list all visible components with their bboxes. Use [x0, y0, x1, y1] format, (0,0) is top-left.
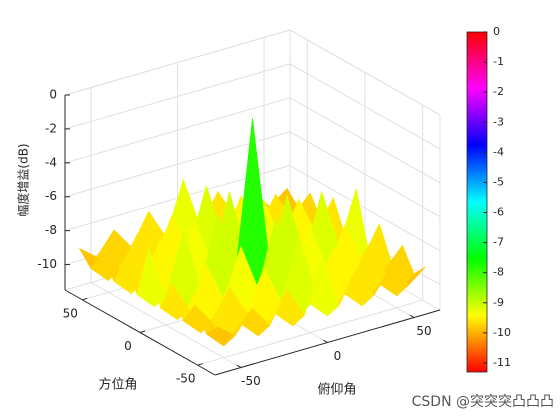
colorbar-tick-label: -7 [493, 236, 504, 249]
colorbar-tick-label: -11 [493, 356, 511, 369]
x-axis-label: 俯仰角 [317, 382, 356, 398]
grid-line [197, 299, 423, 366]
x-tick [409, 314, 415, 318]
surface-patch [205, 326, 236, 347]
z-axis-label: 幅度增益(dB) [16, 143, 31, 216]
x-tick-label: 0 [334, 349, 342, 363]
colorbar-tick-label: -8 [493, 266, 504, 279]
colorbar [466, 31, 488, 373]
y-tick [139, 330, 146, 333]
y-tick-label: 0 [124, 339, 132, 353]
watermark: CSDN @突突突凸凸凸 [412, 394, 554, 410]
y-axis-label: 方位角 [98, 377, 137, 393]
x-tick [323, 339, 328, 343]
z-tick-label: -8 [45, 223, 57, 237]
y-tick [82, 297, 88, 301]
y-tick-label: 50 [63, 306, 78, 320]
colorbar-tick-label: -10 [493, 326, 511, 339]
colorbar-tick-label: -5 [493, 175, 504, 188]
colorbar-tick-label: -1 [493, 55, 504, 68]
colorbar-tick-label: -3 [493, 115, 504, 128]
colorbar-tick-label: -9 [493, 296, 504, 309]
z-tick-label: -2 [45, 121, 57, 135]
colorbar-tick-label: -2 [493, 85, 504, 98]
x-tick [236, 364, 242, 368]
x-tick-label: -50 [241, 374, 261, 388]
z-tick-label: 0 [49, 88, 57, 102]
colorbar-tick-label: -6 [493, 206, 504, 219]
z-tick-label: -10 [37, 257, 57, 271]
z-tick-label: -6 [45, 189, 57, 203]
colorbar-tick-label: 0 [493, 25, 500, 38]
colorbar-tick-label: -4 [493, 145, 504, 158]
y-tick [197, 363, 203, 366]
y-tick-label: -50 [176, 372, 196, 386]
x-tick-label: 50 [416, 324, 431, 338]
z-tick-label: -4 [45, 155, 57, 169]
